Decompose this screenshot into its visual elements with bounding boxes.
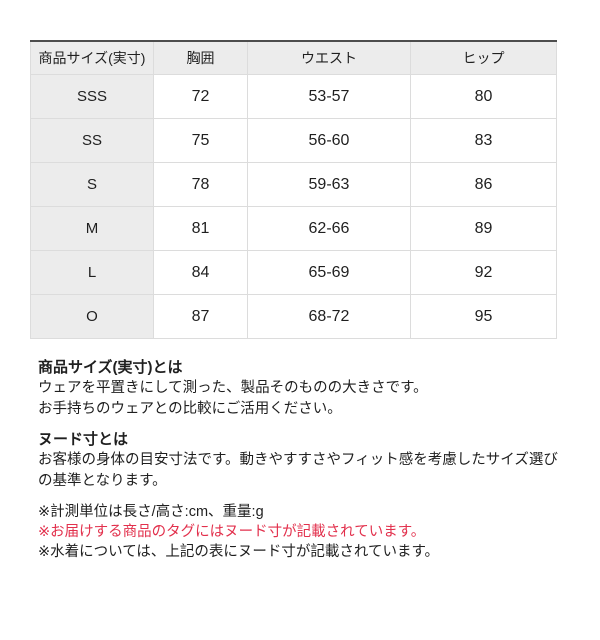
section-nude-size: ヌード寸とは お客様の身体の目安寸法です。動きやすすさやフィット感を考慮したサイ… xyxy=(38,429,562,491)
product-size-table: 商品サイズ(実寸) 胸囲 ウエスト ヒップ SSS 72 53-57 80 SS… xyxy=(30,40,557,339)
chest-value: 87 xyxy=(153,294,248,339)
row-label: L xyxy=(30,250,154,295)
section-product-size: 商品サイズ(実寸)とは ウェアを平置きにして測った、製品そのものの大きさです。 … xyxy=(38,357,562,419)
section-heading: ヌード寸とは xyxy=(38,431,129,448)
section-text-line: の基準となります。 xyxy=(38,472,167,489)
row-label: M xyxy=(30,206,154,251)
row-label: O xyxy=(30,294,154,339)
size-row-ss: SS 75 56-60 83 xyxy=(30,118,557,163)
size-guide-info: 商品サイズ(実寸)とは ウェアを平置きにして測った、製品そのものの大きさです。 … xyxy=(38,357,562,562)
waist-value: 53-57 xyxy=(247,74,411,119)
chest-value: 75 xyxy=(153,118,248,163)
note-measure-units: ※計測単位は長さ/高さ:cm、重量:g xyxy=(38,504,264,520)
column-header-waist: ウエスト xyxy=(247,40,411,75)
column-header-chest: 胸囲 xyxy=(153,40,248,75)
notes-block: ※計測単位は長さ/高さ:cm、重量:g ※お届けする商品のタグにはヌード寸が記載… xyxy=(38,502,562,562)
hip-value: 80 xyxy=(410,74,557,119)
waist-value: 59-63 xyxy=(247,162,411,207)
section-text-line: お手持ちのウェアとの比較にご活用ください。 xyxy=(38,400,342,417)
hip-value: 86 xyxy=(410,162,557,207)
row-label: SS xyxy=(30,118,154,163)
hip-value: 83 xyxy=(410,118,557,163)
row-label: S xyxy=(30,162,154,207)
size-row-s: S 78 59-63 86 xyxy=(30,162,557,207)
hip-value: 89 xyxy=(410,206,557,251)
waist-value: 65-69 xyxy=(247,250,411,295)
chest-value: 78 xyxy=(153,162,248,207)
hip-value: 95 xyxy=(410,294,557,339)
row-label: SSS xyxy=(30,74,154,119)
column-header-product-size: 商品サイズ(実寸) xyxy=(30,40,154,75)
size-row-sss: SSS 72 53-57 80 xyxy=(30,74,557,119)
size-row-m: M 81 62-66 89 xyxy=(30,206,557,251)
chest-value: 84 xyxy=(153,250,248,295)
size-row-l: L 84 65-69 92 xyxy=(30,250,557,295)
section-text-line: ウェアを平置きにして測った、製品そのものの大きさです。 xyxy=(38,380,428,396)
waist-value: 68-72 xyxy=(247,294,411,339)
waist-value: 56-60 xyxy=(247,118,411,163)
note-swimwear: ※水着については、上記の表にヌード寸が記載されています。 xyxy=(38,544,440,560)
size-row-o: O 87 68-72 95 xyxy=(30,294,557,339)
hip-value: 92 xyxy=(410,250,557,295)
chest-value: 72 xyxy=(153,74,248,119)
section-text-line: お客様の身体の目安寸法です。動きやすすさやフィット感を考慮したサイズ選び xyxy=(38,452,558,468)
note-tag-nude-size: ※お届けする商品のタグにはヌード寸が記載されています。 xyxy=(38,524,426,540)
waist-value: 62-66 xyxy=(247,206,411,251)
section-heading: 商品サイズ(実寸)とは xyxy=(38,359,183,376)
chest-value: 81 xyxy=(153,206,248,251)
size-table-header-row: 商品サイズ(実寸) 胸囲 ウエスト ヒップ xyxy=(30,40,557,75)
column-header-hip: ヒップ xyxy=(410,40,557,75)
